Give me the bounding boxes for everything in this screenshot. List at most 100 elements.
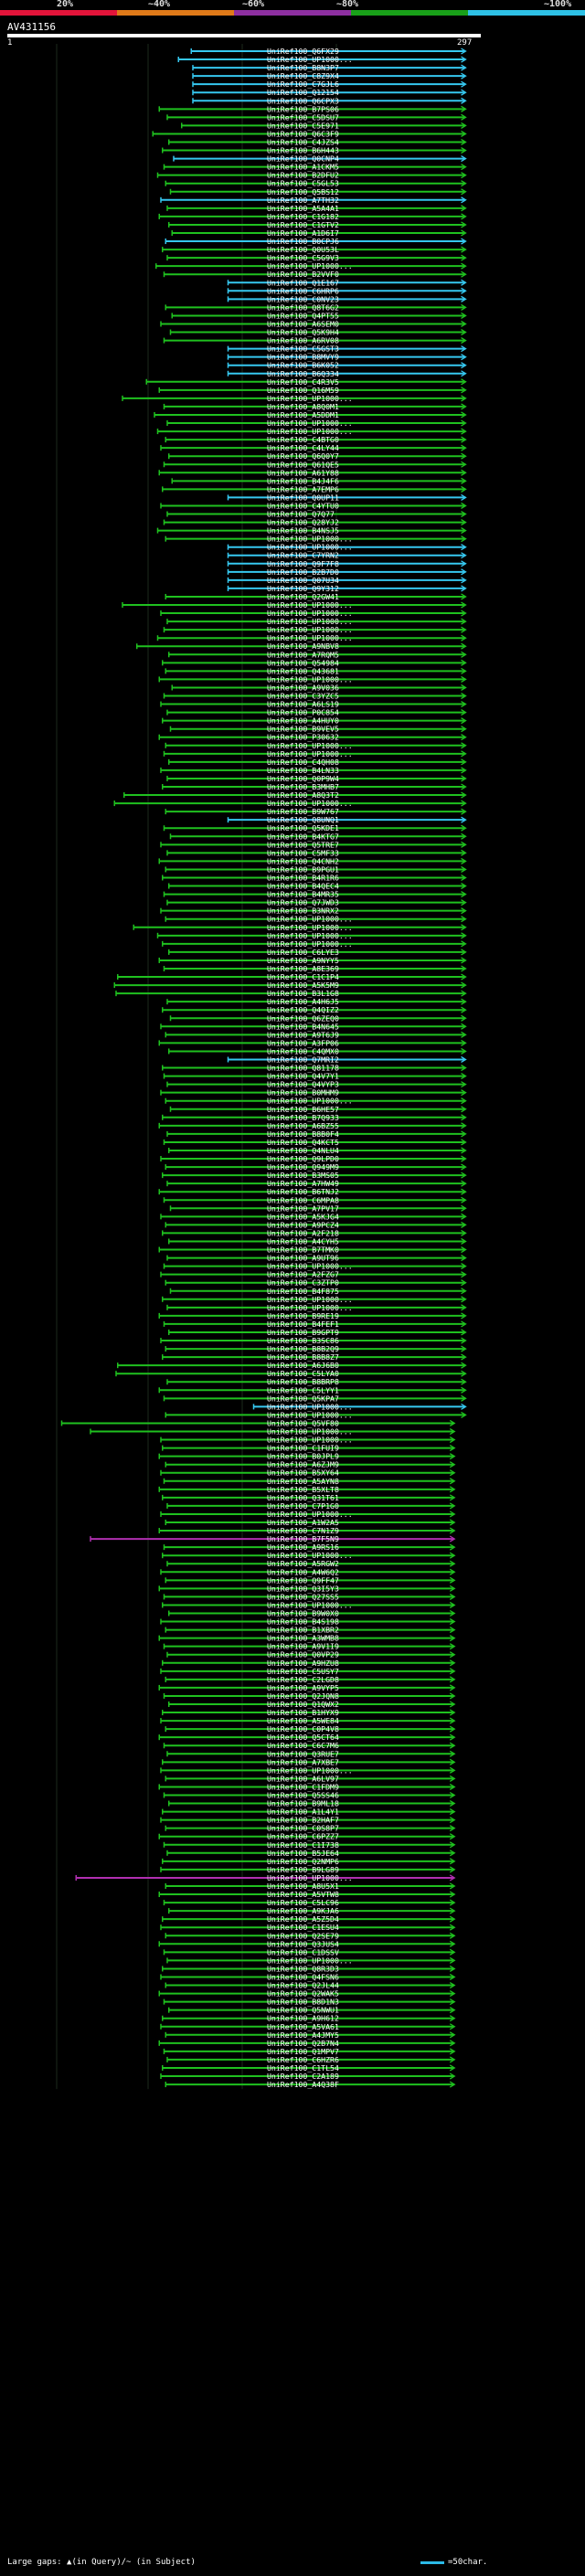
hit-label[interactable]: UniRef100_C4LY44: [267, 443, 339, 452]
hit-label[interactable]: UniRef100_UP1000...: [267, 741, 353, 750]
hit-label[interactable]: UniRef100_UP1000...: [267, 535, 353, 544]
hit-row[interactable]: UniRef100_Q4V7Y1: [163, 1072, 467, 1081]
hit-row[interactable]: UniRef100_C5GST3: [227, 345, 467, 354]
hit-row[interactable]: UniRef100_UP1000...: [162, 1295, 467, 1304]
hit-label[interactable]: UniRef100_C1C1P4: [267, 972, 339, 981]
hit-label[interactable]: UniRef100_A1D6I7: [267, 228, 339, 238]
hit-row[interactable]: UniRef100_B8B0F4: [166, 1129, 467, 1139]
hit-label[interactable]: UniRef100_Q4FSN6: [267, 1972, 339, 1981]
hit-row[interactable]: UniRef100_C4BTG0: [165, 435, 467, 444]
hit-row[interactable]: UniRef100_B7Q933: [162, 1113, 467, 1122]
hit-row[interactable]: UniRef100_C5DSU7: [166, 112, 467, 122]
hit-row[interactable]: UniRef100_UP1000...: [252, 1402, 467, 1411]
hit-label[interactable]: UniRef100_C6HRP6: [267, 286, 339, 295]
hit-label[interactable]: UniRef100_Q7MRI2: [267, 1055, 339, 1064]
hit-row[interactable]: UniRef100_B2B7D0: [227, 567, 467, 577]
hit-row[interactable]: UniRef100_Q27SS5: [163, 1592, 456, 1601]
hit-row[interactable]: UniRef100_B8D1N3: [163, 1998, 456, 2007]
hit-row[interactable]: UniRef100_Q6FX29: [190, 47, 467, 56]
hit-row[interactable]: UniRef100_Q1QWX2: [168, 1700, 456, 1709]
hit-label[interactable]: UniRef100_C6LYE3: [267, 948, 339, 957]
hit-row[interactable]: UniRef100_UP1000...: [156, 931, 467, 940]
hit-row[interactable]: UniRef100_Q4QIZ2: [162, 1005, 467, 1014]
hit-row[interactable]: UniRef100_A1L4Y1: [162, 1807, 456, 1817]
hit-label[interactable]: UniRef100_A5AYN8: [267, 1477, 339, 1486]
hit-row[interactable]: UniRef100_A4CYH5: [168, 1236, 467, 1246]
hit-row[interactable]: UniRef100_UP1000...: [163, 1262, 467, 1271]
hit-row[interactable]: UniRef100_UP1000...: [160, 1436, 456, 1445]
hit-label[interactable]: UniRef100_Q3JUS4: [267, 1939, 339, 1948]
hit-label[interactable]: UniRef100_A4CYH5: [267, 1236, 339, 1246]
hit-row[interactable]: UniRef100_C5MF33: [166, 848, 467, 857]
hit-row[interactable]: UniRef100_UP1000...: [122, 600, 467, 610]
hit-row[interactable]: UniRef100_Q1E167: [227, 278, 467, 287]
hit-label[interactable]: UniRef100_B5XLT8: [267, 1485, 339, 1494]
hit-label[interactable]: UniRef100_A9NBV8: [267, 641, 339, 651]
hit-row[interactable]: UniRef100_C6C7M6: [163, 1741, 456, 1750]
hit-row[interactable]: UniRef100_Q8UNQ1: [227, 815, 467, 824]
hit-row[interactable]: UniRef100_UP1000...: [133, 923, 467, 932]
hit-row[interactable]: UniRef100_A6J6B0: [117, 1361, 467, 1370]
hit-row[interactable]: UniRef100_UP1000...: [165, 535, 467, 544]
hit-label[interactable]: UniRef100_B6Q334: [267, 369, 339, 378]
hit-row[interactable]: UniRef100_B3NRX2: [160, 906, 467, 916]
hit-row[interactable]: UniRef100_C4JZS4: [168, 137, 467, 146]
hit-label[interactable]: UniRef100_A9H612: [267, 2014, 339, 2023]
hit-row[interactable]: UniRef100_B9W0X0: [168, 1609, 456, 1618]
hit-row[interactable]: UniRef100_B7PS06: [158, 104, 467, 113]
hit-row[interactable]: UniRef100_UP1000...: [227, 543, 467, 552]
hit-row[interactable]: UniRef100_B9LG89: [160, 1865, 456, 1874]
hit-row[interactable]: UniRef100_A4H6J5: [166, 997, 467, 1006]
hit-row[interactable]: UniRef100_B4F875: [169, 1287, 467, 1296]
hit-row[interactable]: UniRef100_B9RE19: [158, 1311, 467, 1320]
hit-row[interactable]: UniRef100_Q9Y312: [227, 584, 467, 593]
hit-label[interactable]: UniRef100_B4QEC4: [267, 882, 339, 891]
hit-row[interactable]: UniRef100_C5G9V3: [166, 253, 467, 262]
hit-label[interactable]: UniRef100_A9T6J9: [267, 1030, 339, 1039]
hit-row[interactable]: UniRef100_A7PV17: [169, 1203, 467, 1213]
hit-row[interactable]: UniRef100_A8U5X1: [165, 1882, 456, 1891]
hit-label[interactable]: UniRef100_B3SC86: [267, 1336, 339, 1345]
hit-label[interactable]: UniRef100_B2DFU2: [267, 171, 339, 180]
hit-row[interactable]: UniRef100_A4W6Q2: [160, 1567, 456, 1576]
hit-label[interactable]: UniRef100_UP1000...: [267, 543, 353, 552]
hit-label[interactable]: UniRef100_A4W6Q2: [267, 1567, 339, 1576]
hit-row[interactable]: UniRef100_A5RGW2: [166, 1559, 456, 1568]
hit-label[interactable]: UniRef100_Q31T61: [267, 1493, 339, 1502]
hit-row[interactable]: UniRef100_A9VYP5: [158, 1683, 456, 1692]
hit-row[interactable]: UniRef100_C7N1Z9: [158, 1526, 456, 1535]
hit-label[interactable]: UniRef100_B0JPL9: [267, 1452, 339, 1461]
hit-row[interactable]: UniRef100_Q7Q77: [166, 510, 467, 519]
hit-row[interactable]: UniRef100_C1G182: [158, 212, 467, 221]
hit-row[interactable]: UniRef100_B6Q334: [227, 369, 467, 378]
hit-row[interactable]: UniRef100_Q0P9W4: [166, 774, 467, 783]
hit-label[interactable]: UniRef100_C1FUI9: [267, 1444, 339, 1453]
hit-label[interactable]: UniRef100_B3MS05: [267, 1171, 339, 1180]
hit-label[interactable]: UniRef100_UP1000...: [267, 419, 353, 428]
hit-label[interactable]: UniRef100_Q9FF47: [267, 1575, 339, 1585]
hit-row[interactable]: UniRef100_B4FEF1: [163, 1320, 467, 1329]
hit-label[interactable]: UniRef100_A7RQM5: [267, 650, 339, 659]
hit-label[interactable]: UniRef100_A8Q0M1: [267, 402, 339, 411]
hit-label[interactable]: UniRef100_B9LG89: [267, 1865, 339, 1874]
hit-row[interactable]: UniRef100_A9HZU8: [162, 1659, 456, 1668]
hit-label[interactable]: UniRef100_Q8T6G2: [267, 302, 339, 312]
hit-row[interactable]: UniRef100_A9KJA6: [168, 1906, 456, 1915]
hit-label[interactable]: UniRef100_C7N1Z9: [267, 1526, 339, 1535]
hit-row[interactable]: UniRef100_Q4KCT5: [163, 1138, 467, 1147]
hit-label[interactable]: UniRef100_A6SEM0: [267, 319, 339, 328]
hit-row[interactable]: UniRef100_B8B8Z7: [162, 1352, 467, 1362]
hit-row[interactable]: UniRef100_UP1000...: [160, 1765, 456, 1775]
hit-label[interactable]: UniRef100_B4F875: [267, 1287, 339, 1296]
hit-row[interactable]: UniRef100_Q949M9: [165, 1162, 467, 1171]
hit-label[interactable]: UniRef100_A5RGW2: [267, 1559, 339, 1568]
hit-row[interactable]: UniRef100_A5K5M9: [113, 981, 467, 990]
hit-row[interactable]: UniRef100_Q16M59: [158, 386, 467, 395]
hit-row[interactable]: UniRef100_A3FP06: [158, 1038, 467, 1047]
hit-row[interactable]: UniRef100_C1ESU4: [160, 1923, 456, 1932]
hit-label[interactable]: UniRef100_B6H443: [267, 146, 339, 155]
hit-row[interactable]: UniRef100_Q9F7F8: [227, 559, 467, 568]
hit-row[interactable]: UniRef100_C4LY44: [160, 443, 467, 452]
hit-label[interactable]: UniRef100_A5K5M9: [267, 981, 339, 990]
hit-label[interactable]: UniRef100_C5G9V3: [267, 253, 339, 262]
